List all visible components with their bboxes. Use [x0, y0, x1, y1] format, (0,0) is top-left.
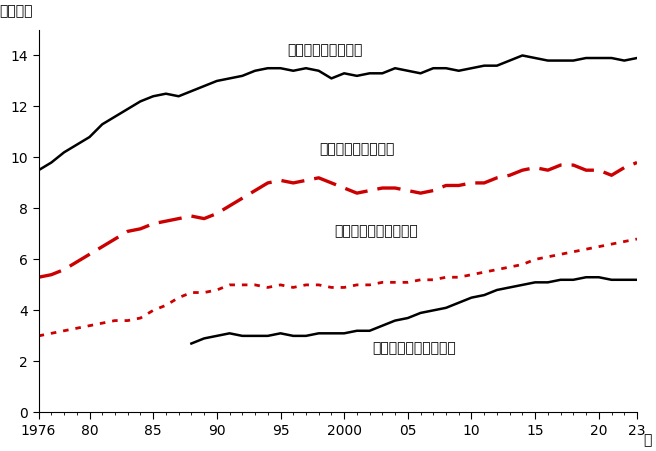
Text: 勤続年数: 勤続年数 [0, 5, 33, 18]
Text: 女性（一般労働者）: 女性（一般労働者） [319, 142, 394, 156]
Text: 男性（短時間労働者）: 男性（短時間労働者） [373, 341, 456, 355]
Text: 女性（短時間労働者）: 女性（短時間労働者） [334, 224, 418, 238]
Text: 年: 年 [643, 433, 651, 447]
Text: 男性（一般労働者）: 男性（一般労働者） [287, 43, 363, 57]
